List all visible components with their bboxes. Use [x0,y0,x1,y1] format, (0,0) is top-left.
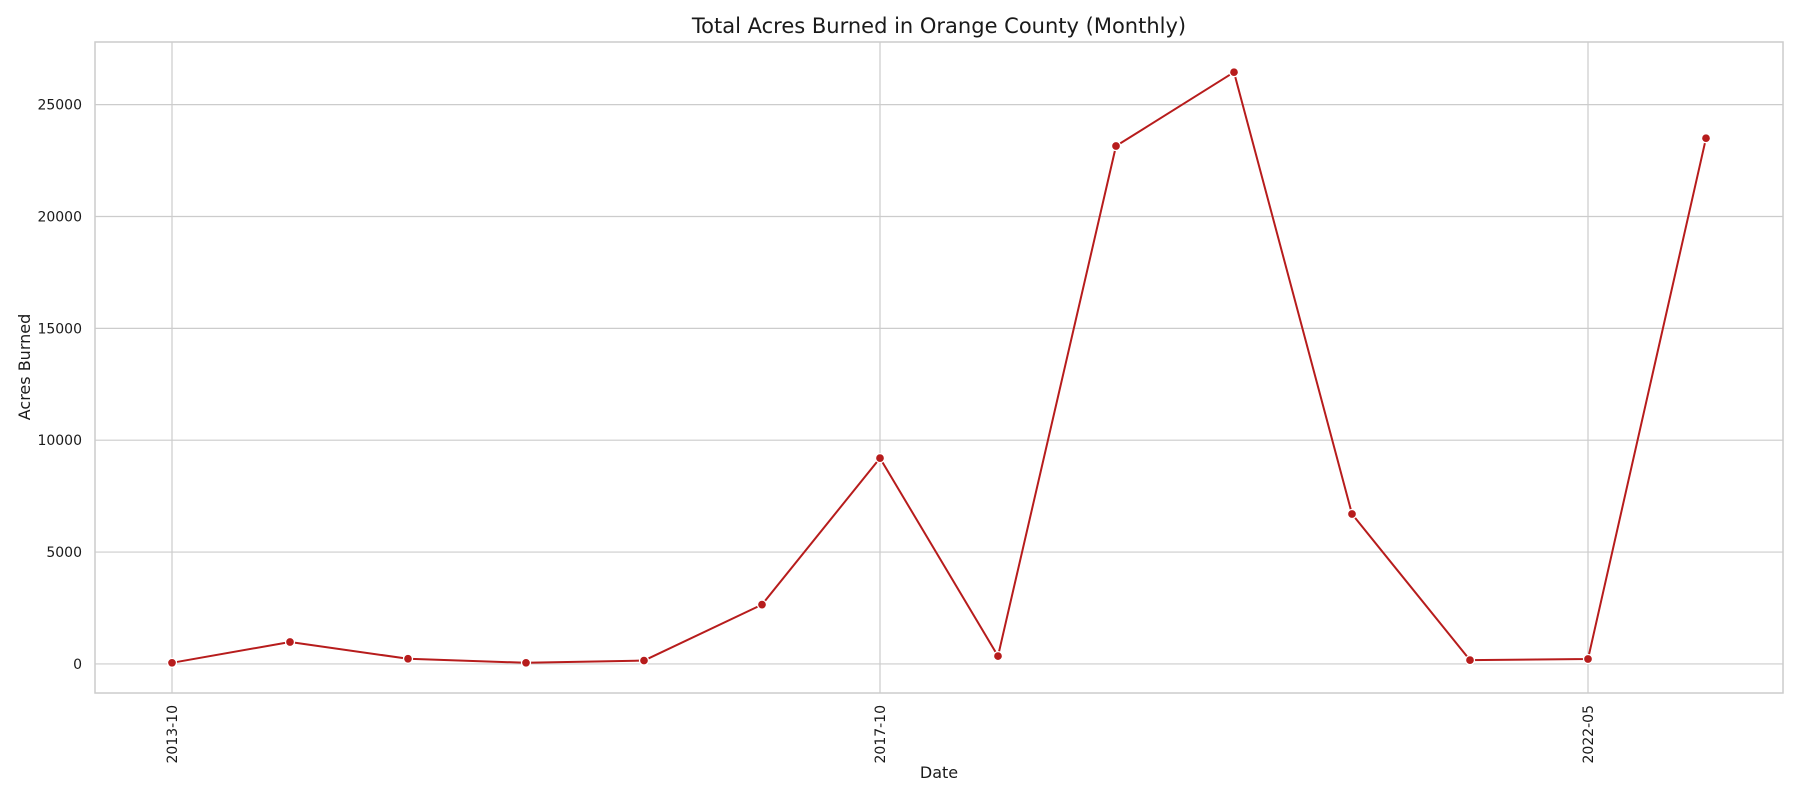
data-point [1228,67,1240,78]
x-tick-label: 2022-05 [1581,705,1597,764]
chart-title: Total Acres Burned in Orange County (Mon… [691,14,1186,38]
plot-area [94,41,1784,694]
x-tick-label: 2013-10 [165,705,181,764]
y-tick-label: 25000 [37,98,82,114]
data-point [992,650,1004,662]
data-point [874,452,886,464]
x-axis-ticks: 2013-10 2017-10 2022-05 [165,705,1597,764]
y-axis-ticks: 0 5000 10000 15000 20000 25000 [37,98,82,673]
data-point [520,657,532,668]
data-point [1346,508,1358,520]
data-point [1700,133,1712,144]
y-tick-label: 5000 [46,545,82,561]
grid-lines [95,42,1783,693]
data-point [284,636,296,648]
data-point [1464,654,1476,666]
data-point [756,599,768,610]
data-point [166,657,178,668]
y-tick-label: 20000 [37,209,82,225]
data-point [1110,140,1122,152]
series-line [171,71,1707,664]
x-axis-label: Date [920,763,958,782]
data-point [638,655,650,666]
data-point [402,653,414,664]
x-tick-label: 2017-10 [873,705,889,764]
series-layer [166,67,1712,668]
data-point [1582,653,1594,665]
y-tick-label: 0 [73,657,82,673]
y-tick-label: 15000 [37,321,82,337]
y-tick-label: 10000 [37,433,82,449]
y-axis-label: Acres Burned [15,314,34,421]
